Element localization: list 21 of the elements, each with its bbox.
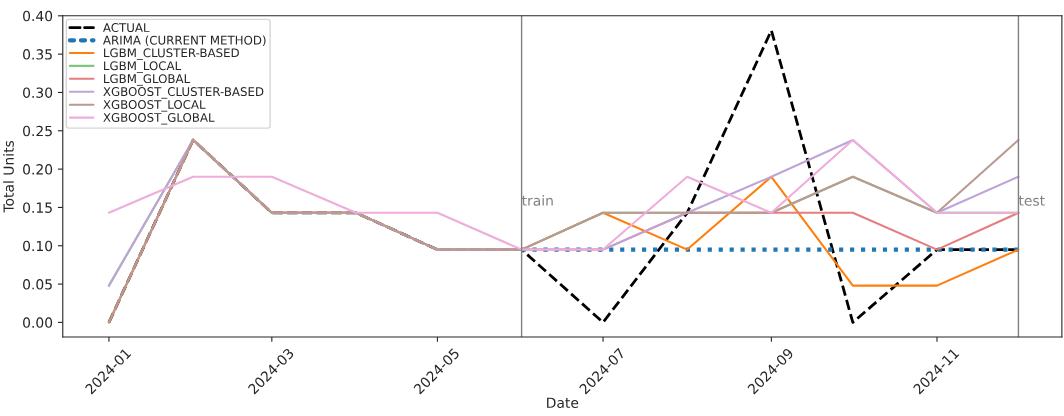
legend-label: XGBOOST_LOCAL xyxy=(103,100,206,112)
legend-label: LGBM_LOCAL xyxy=(104,61,182,73)
y-tick-label: 0.35 xyxy=(23,49,52,60)
legend-label: ARIMA (CURRENT METHOD) xyxy=(103,35,266,47)
y-tick-label: 0.00 xyxy=(23,317,53,328)
y-tick-label: 0.05 xyxy=(23,279,52,290)
y-tick-label: 0.25 xyxy=(23,125,52,137)
y-tick-label: 0.20 xyxy=(23,164,53,175)
y-tick-label: 0.40 xyxy=(23,10,53,22)
ref-line-label: test xyxy=(1018,195,1045,206)
ref-line-label: train xyxy=(521,195,553,206)
y-tick-label: 0.10 xyxy=(23,240,53,252)
legend-label: XGBOOST_CLUSTER-BASED xyxy=(103,87,264,99)
x-axis-title: Date xyxy=(547,397,579,408)
legend-label: XGBOOST_GLOBAL xyxy=(103,112,215,125)
legend-label: LGBM_GLOBAL xyxy=(104,74,191,86)
y-axis-title: Total Units xyxy=(3,140,14,213)
y-tick-label: 0.15 xyxy=(23,202,52,213)
y-tick-label: 0.30 xyxy=(23,87,53,98)
legend-label: LGBM_CLUSTER-BASED xyxy=(104,48,239,60)
legend-label: ACTUAL xyxy=(103,23,150,33)
